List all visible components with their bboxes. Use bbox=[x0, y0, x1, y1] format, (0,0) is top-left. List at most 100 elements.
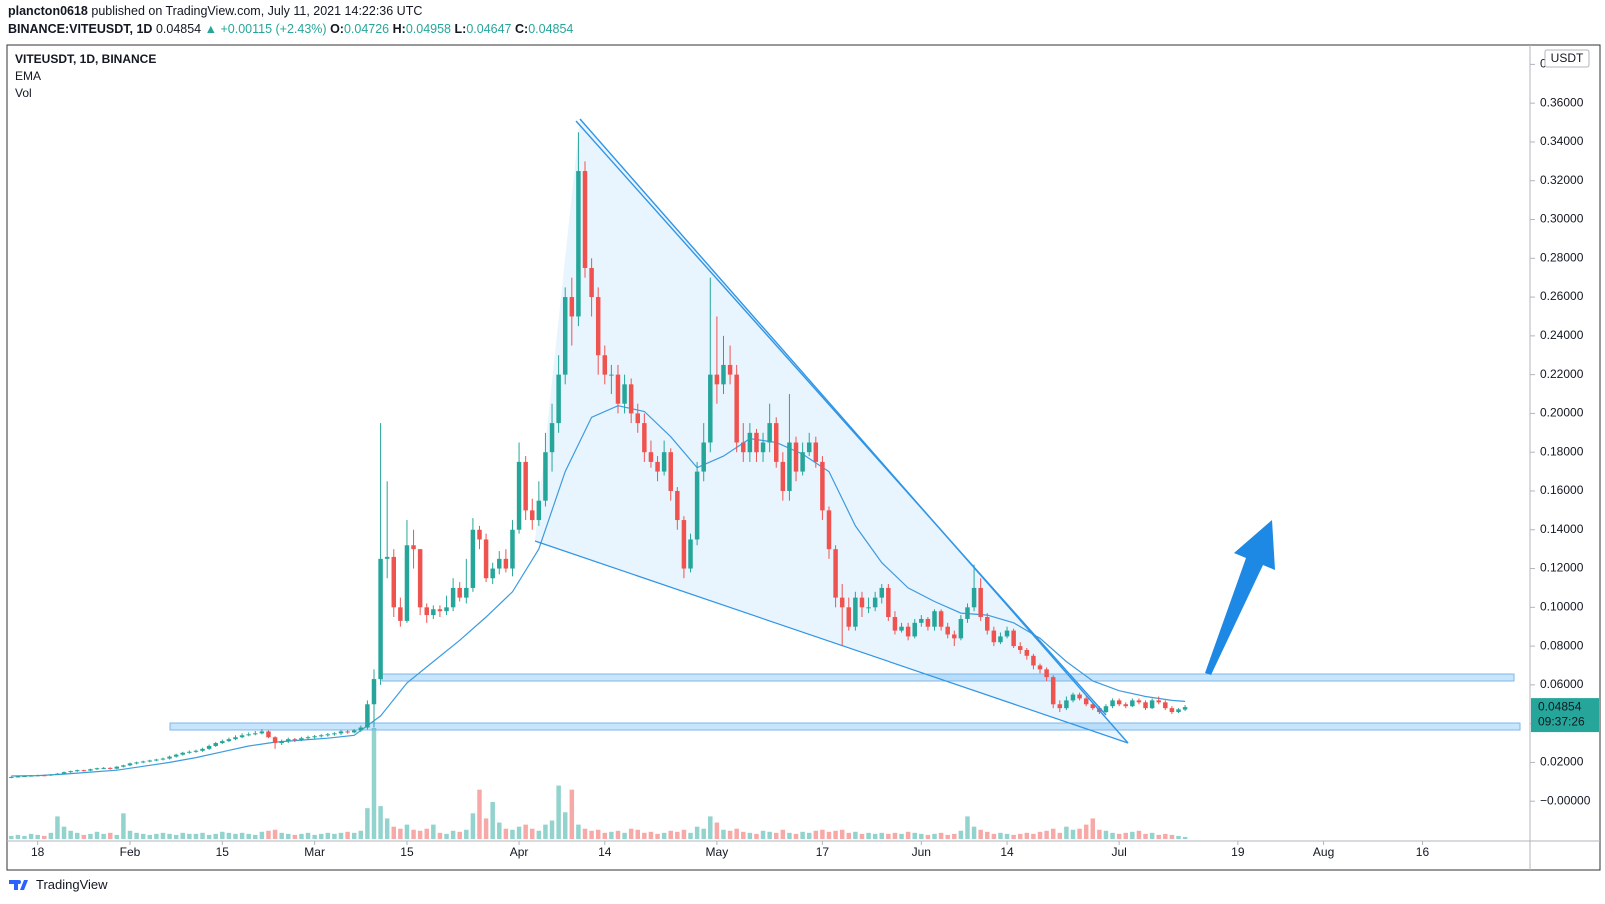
candle-body bbox=[998, 636, 1003, 643]
candle-body bbox=[450, 587, 456, 608]
volume-bar bbox=[318, 833, 324, 839]
candle-body bbox=[134, 762, 139, 764]
candle-body bbox=[833, 549, 838, 598]
candle-body bbox=[609, 374, 614, 376]
legend-vol: Vol bbox=[15, 86, 32, 100]
y-tick-label: 0 bbox=[1540, 57, 1547, 71]
candle-body bbox=[1004, 630, 1010, 637]
candle-body bbox=[15, 776, 21, 778]
x-tick-label: 14 bbox=[598, 845, 612, 859]
wedge-upper-inner bbox=[575, 120, 1107, 716]
candle-body bbox=[9, 776, 14, 778]
candle-body bbox=[562, 297, 568, 375]
volume-bar bbox=[1011, 834, 1016, 839]
candle-body bbox=[81, 770, 87, 772]
volume-bar bbox=[325, 832, 331, 839]
volume-bar bbox=[549, 820, 555, 839]
volume-bar bbox=[734, 828, 739, 839]
volume-bar bbox=[1083, 824, 1089, 839]
candle-body bbox=[978, 587, 983, 618]
candle-body bbox=[127, 763, 133, 766]
candle-body bbox=[431, 609, 436, 616]
volume-bar bbox=[147, 834, 153, 839]
y-tick-label: 0.26000 bbox=[1540, 289, 1584, 303]
candle-body bbox=[1130, 700, 1135, 707]
candle-body bbox=[681, 520, 687, 569]
candle-body bbox=[853, 597, 858, 627]
volume-bar bbox=[292, 834, 298, 839]
last: 0.04854 bbox=[155, 22, 202, 36]
candle-body bbox=[292, 739, 298, 741]
candle-body bbox=[483, 539, 489, 579]
candle-body bbox=[905, 626, 911, 637]
volume-bar bbox=[457, 831, 462, 839]
candle-body bbox=[1017, 646, 1023, 650]
volume-bar bbox=[15, 834, 21, 839]
volume-bar bbox=[708, 816, 713, 839]
candle-body bbox=[1143, 702, 1148, 709]
volume-bar bbox=[925, 834, 931, 839]
volume-bar bbox=[1149, 832, 1155, 839]
candle-body bbox=[371, 679, 377, 705]
y-tick-label: 0.34000 bbox=[1540, 134, 1584, 148]
candle-body bbox=[147, 760, 153, 762]
candle-body bbox=[417, 549, 423, 608]
candle-body bbox=[48, 774, 54, 776]
candle-body bbox=[121, 765, 126, 767]
candle-body bbox=[938, 611, 944, 627]
candle-body bbox=[879, 587, 884, 598]
volume-bar bbox=[61, 826, 67, 839]
candle-body bbox=[694, 471, 700, 540]
candle-body bbox=[1057, 704, 1063, 709]
volume-bar bbox=[1176, 835, 1181, 839]
volume-bar bbox=[477, 789, 482, 839]
candle-body bbox=[325, 734, 331, 736]
candle-body bbox=[1050, 677, 1056, 705]
candle-body bbox=[1037, 665, 1043, 670]
publish-line: plancton0618 published on TradingView.co… bbox=[8, 4, 422, 18]
candle-body bbox=[68, 771, 73, 773]
volume-bar bbox=[780, 829, 786, 839]
candle-body bbox=[94, 768, 100, 770]
candle-body bbox=[589, 267, 594, 298]
candle-body bbox=[28, 775, 34, 777]
volume-bar bbox=[919, 833, 924, 839]
candle-body bbox=[688, 539, 693, 569]
candle-body bbox=[595, 297, 601, 356]
candle-body bbox=[1064, 700, 1069, 709]
candle-body bbox=[424, 607, 429, 616]
volume-bar bbox=[450, 830, 456, 839]
candle-body bbox=[1163, 702, 1168, 709]
candle-body bbox=[140, 761, 146, 763]
volume-bar bbox=[1110, 832, 1115, 839]
volume-bar bbox=[694, 826, 700, 839]
o-label: O: bbox=[330, 22, 344, 36]
volume-bar bbox=[1156, 834, 1161, 839]
tv-logo bbox=[9, 879, 28, 890]
candle-body bbox=[800, 452, 805, 472]
candle-body bbox=[615, 374, 621, 404]
volume-bar bbox=[286, 833, 291, 839]
chart: 0 0.36000 0.34000 0.32000 0.30000 0.28000 0.26… bbox=[6, 44, 1601, 871]
candle-body bbox=[279, 741, 284, 744]
candle-body bbox=[213, 743, 218, 746]
candle-body bbox=[180, 752, 185, 755]
volume-bar bbox=[912, 832, 917, 839]
candle-body bbox=[35, 775, 40, 777]
candle-body bbox=[536, 500, 542, 521]
breakout-arrow bbox=[1205, 520, 1275, 675]
volume-bar bbox=[556, 785, 561, 839]
x-tick-label: 15 bbox=[400, 845, 414, 859]
volume-bar bbox=[1123, 832, 1128, 839]
footer: TradingView bbox=[8, 877, 108, 892]
volume-bar bbox=[417, 830, 423, 839]
volume-bar bbox=[55, 816, 60, 839]
volume-bar bbox=[68, 830, 73, 839]
published: published on TradingView.com, July 11, 2… bbox=[91, 4, 423, 18]
candle-body bbox=[899, 626, 904, 631]
change: ▲ +0.00115 (+2.43%) bbox=[204, 22, 327, 36]
candle-body bbox=[259, 731, 265, 734]
candle-body bbox=[220, 741, 225, 744]
y-tick-label: 0.06000 bbox=[1540, 677, 1584, 691]
x-tick-label: Aug bbox=[1313, 845, 1334, 859]
